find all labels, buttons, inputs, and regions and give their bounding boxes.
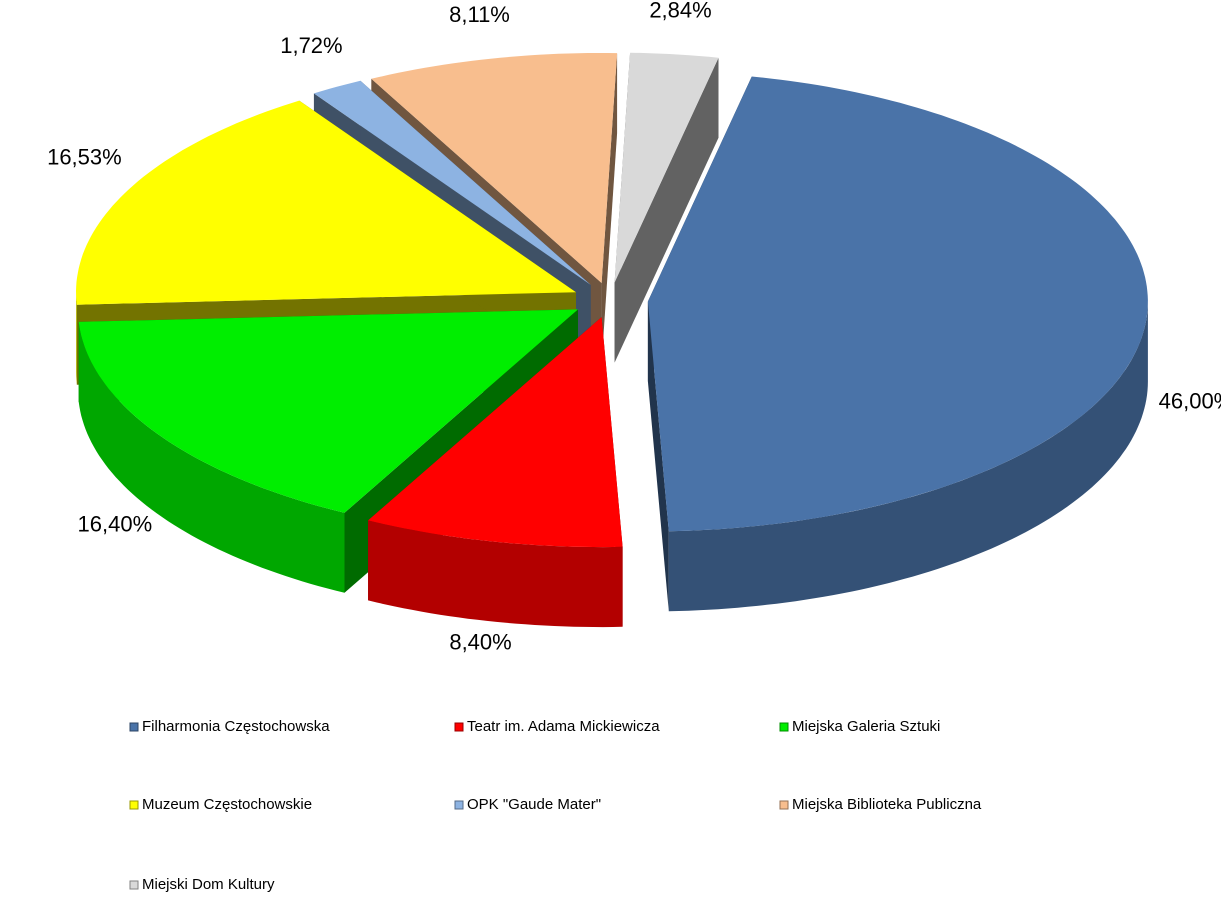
data-label: 2,84% (649, 0, 711, 22)
data-label: 46,00% (1159, 388, 1221, 413)
legend-label: Miejski Dom Kultury (142, 876, 275, 893)
slice-wall (76, 292, 77, 385)
legend-swatch (779, 722, 789, 732)
data-label: 16,40% (78, 512, 153, 537)
legend-label: Muzeum Częstochowskie (142, 796, 312, 813)
legend-label: Teatr im. Adama Mickiewicza (467, 718, 660, 735)
legend-label: OPK "Gaude Mater" (467, 796, 601, 813)
data-label: 16,53% (47, 145, 122, 170)
slice (78, 309, 578, 513)
data-label: 8,40% (449, 630, 511, 655)
legend-swatch (779, 800, 789, 810)
data-label: 8,11% (449, 2, 510, 27)
legend-label: Miejska Biblioteka Publiczna (792, 796, 982, 813)
data-label: 1,72% (280, 33, 342, 58)
slice-side (601, 53, 618, 363)
slice (614, 52, 719, 283)
slice-wall (78, 321, 345, 593)
slice (313, 80, 591, 285)
legend-swatch (454, 800, 464, 810)
legend-swatch (129, 880, 139, 890)
slice (368, 317, 623, 548)
legend-swatch (454, 722, 464, 732)
legend-label: Miejska Galeria Sztuki (792, 718, 940, 735)
legend-swatch (129, 800, 139, 810)
slice (647, 76, 1148, 532)
legend-label: Filharmonia Częstochowska (142, 718, 330, 735)
slice-wall (368, 520, 623, 628)
slice (371, 53, 618, 283)
slice-wall (668, 301, 1148, 612)
slice-side (647, 301, 669, 612)
legend-swatch (129, 722, 139, 732)
slice (76, 100, 576, 305)
slice-side (614, 57, 719, 363)
